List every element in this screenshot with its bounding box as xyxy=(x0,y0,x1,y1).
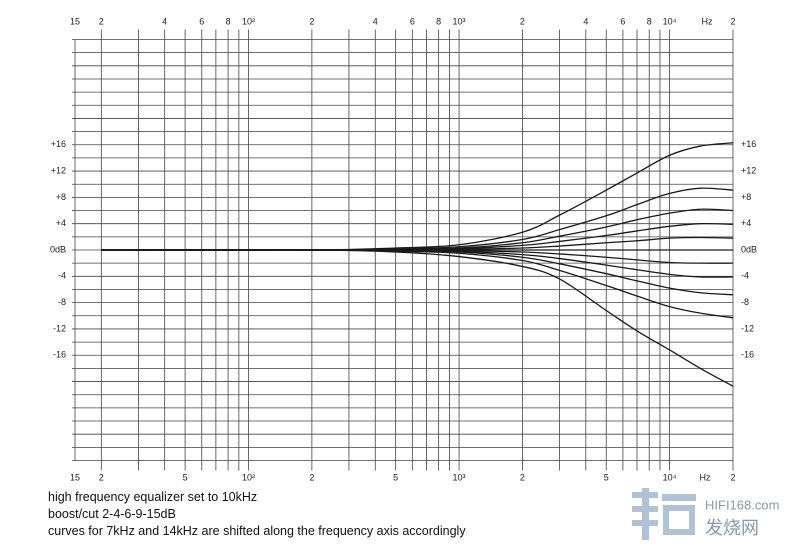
y-tick-label: -12 xyxy=(53,323,66,333)
response-curve xyxy=(101,208,734,251)
y-tick-label: +12 xyxy=(741,165,756,175)
y-tick-label: -8 xyxy=(741,297,749,307)
y-tick-label: +16 xyxy=(741,139,756,149)
y-tick-label: -16 xyxy=(53,350,66,360)
x-tick-label: 10³ xyxy=(453,472,466,482)
y-tick-label: 0dB xyxy=(50,244,66,254)
x-tick-label: 4 xyxy=(162,16,167,26)
x-tick-label: 2 xyxy=(730,16,735,26)
y-tick-label: +4 xyxy=(741,218,751,228)
y-tick-label: -16 xyxy=(741,350,754,360)
y-tick-label: -4 xyxy=(741,271,749,281)
y-tick-label: 0dB xyxy=(741,244,757,254)
watermark-logo xyxy=(632,488,696,540)
x-tick-label: 2 xyxy=(520,472,525,482)
y-tick-label: +8 xyxy=(56,192,66,202)
x-tick-label: 10⁴ xyxy=(663,16,677,26)
x-tick-label: 10² xyxy=(242,16,255,26)
x-tick-label: 2 xyxy=(309,472,314,482)
x-tick-label: 2 xyxy=(520,16,525,26)
x-tick-label: 15 xyxy=(70,472,80,482)
response-curve xyxy=(101,249,734,278)
x-tick-label: 8 xyxy=(647,16,652,26)
x-tick-label: 6 xyxy=(410,16,415,26)
response-curve xyxy=(101,249,734,387)
watermark-name: 发烧网 xyxy=(705,518,759,539)
x-tick-label: 5 xyxy=(183,472,188,482)
y-tick-label: -4 xyxy=(58,271,66,281)
caption-line: boost/cut 2-4-6-9-15dB xyxy=(48,507,176,521)
y-tick-label: -12 xyxy=(741,323,754,333)
x-tick-label: 2 xyxy=(99,472,104,482)
caption-line: high frequency equalizer set to 10kHz xyxy=(48,490,257,504)
x-tick-label: 8 xyxy=(436,16,441,26)
x-tick-label: 5 xyxy=(393,472,398,482)
x-tick-label: 8 xyxy=(226,16,231,26)
watermark-site: HIFI168.com xyxy=(705,497,779,512)
y-tick-label: +12 xyxy=(51,165,66,175)
y-tick-label: +16 xyxy=(51,139,66,149)
x-tick-label: 4 xyxy=(583,16,588,26)
response-curve xyxy=(101,142,734,251)
y-tick-label: -8 xyxy=(58,297,66,307)
x-tick-label: 15 xyxy=(70,16,80,26)
y-tick-label: +8 xyxy=(741,192,751,202)
x-tick-label: 4 xyxy=(373,16,378,26)
x-tick-label: 6 xyxy=(620,16,625,26)
x-unit: Hz xyxy=(702,16,713,26)
x-tick-label: 10⁴ xyxy=(663,472,677,482)
x-tick-label: 6 xyxy=(199,16,204,26)
x-tick-label: 10³ xyxy=(453,16,466,26)
response-curve xyxy=(101,249,734,296)
x-tick-label: 2 xyxy=(99,16,104,26)
x-tick-label: 10² xyxy=(242,472,255,482)
x-tick-label: 2 xyxy=(309,16,314,26)
x-tick-label: 2 xyxy=(730,472,735,482)
caption-line: curves for 7kHz and 14kHz are shifted al… xyxy=(48,524,466,538)
x-tick-label: 5 xyxy=(604,472,609,482)
x-unit: Hz xyxy=(700,472,711,482)
y-tick-label: +4 xyxy=(56,218,66,228)
